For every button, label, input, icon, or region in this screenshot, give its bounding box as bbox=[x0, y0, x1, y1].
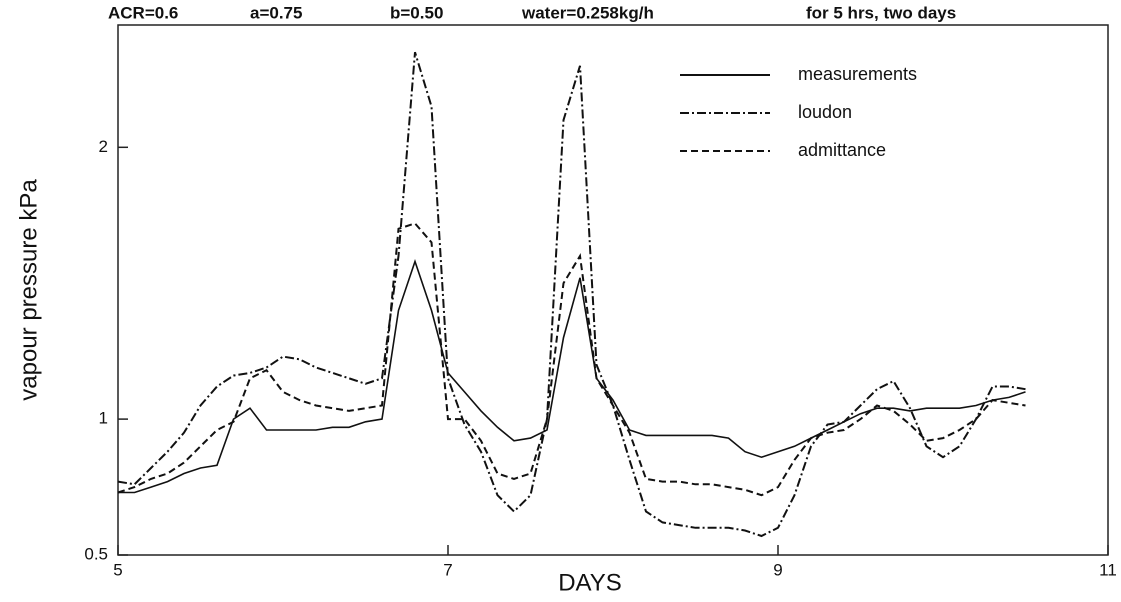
legend-label: measurements bbox=[798, 64, 917, 84]
plot-frame bbox=[117, 24, 1109, 556]
header-annotation: a=0.75 bbox=[250, 3, 302, 22]
x-tick-label: 5 bbox=[113, 560, 122, 579]
series-line bbox=[117, 51, 1026, 538]
x-axis-label: DAYS bbox=[558, 569, 622, 596]
y-tick-label: 1 bbox=[99, 409, 108, 428]
y-axis-label: vapour pressure kPa bbox=[15, 179, 42, 401]
series-line bbox=[117, 222, 1026, 497]
x-tick-label: 7 bbox=[443, 560, 452, 579]
x-tick-label: 11 bbox=[1099, 560, 1117, 579]
legend-label: loudon bbox=[798, 102, 852, 122]
header-annotation: ACR=0.6 bbox=[108, 3, 178, 22]
series-line bbox=[118, 258, 1026, 494]
header-annotation: water=0.258kg/h bbox=[521, 3, 654, 22]
header-annotation: b=0.50 bbox=[390, 3, 443, 22]
header-annotation: for 5 hrs, two days bbox=[806, 3, 956, 22]
legend-label: admittance bbox=[798, 140, 886, 160]
x-tick-label: 9 bbox=[773, 560, 782, 579]
y-tick-label: 0.5 bbox=[84, 544, 108, 563]
y-tick-label: 2 bbox=[99, 137, 108, 156]
